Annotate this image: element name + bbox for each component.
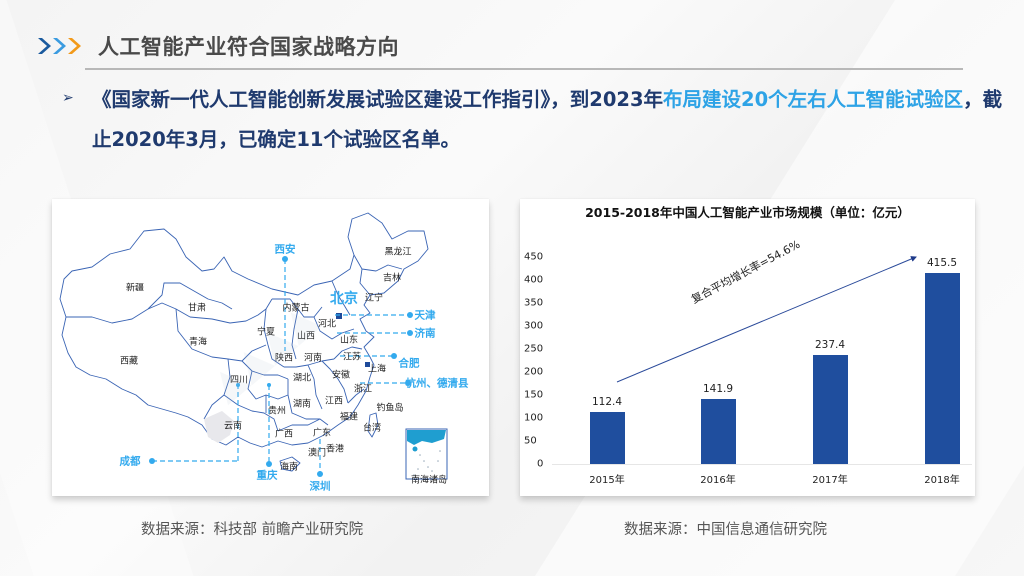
pilot-city-label: 成都 bbox=[119, 455, 141, 468]
province-label: 广西 bbox=[274, 429, 294, 440]
y-tick-label: 400 bbox=[524, 274, 544, 286]
bar-value-label: 237.4 bbox=[814, 338, 846, 351]
cagr-arrow bbox=[616, 256, 917, 383]
china-map-panel: 新疆西藏 青海 甘肃 内蒙古宁夏陕西 山西 河北 山东河南 江苏安徽 湖北 四川贵州 湖南 江西 浙江福… bbox=[52, 199, 489, 496]
y-tick-label: 450 bbox=[524, 251, 544, 263]
province-label: 甘肃 bbox=[187, 303, 207, 314]
x-tick-label: 2017年 bbox=[812, 475, 848, 486]
bar-2016年 bbox=[700, 398, 736, 464]
bar-2017年 bbox=[812, 354, 848, 464]
y-tick-label: 0 bbox=[537, 458, 544, 470]
pilot-city-label: 西安 bbox=[274, 243, 296, 256]
y-tick-label: 50 bbox=[524, 435, 537, 447]
province-label: 河北 bbox=[317, 319, 337, 330]
province-label: 海南 bbox=[279, 462, 299, 473]
y-tick-label: 250 bbox=[524, 343, 544, 355]
province-label: 四川 bbox=[229, 375, 249, 386]
pilot-city-label: 合肥 bbox=[398, 357, 420, 370]
province-label: 山西 bbox=[296, 331, 316, 342]
province-label: 陕西 bbox=[274, 353, 294, 364]
province-label: 内蒙古 bbox=[282, 303, 310, 314]
pilot-city-label: 天津 bbox=[414, 309, 436, 322]
chart-title: 2015-2018年中国人工智能产业市场规模（单位：亿元） bbox=[585, 205, 910, 220]
map-source-note: 数据来源：科技部 前瞻产业研究院 bbox=[141, 522, 364, 538]
x-tick-label: 2016年 bbox=[700, 475, 736, 486]
y-tick-label: 300 bbox=[524, 320, 544, 332]
page-header: 人工智能产业符合国家战略方向 bbox=[36, 28, 399, 64]
province-label: 广东 bbox=[312, 428, 332, 439]
x-tick-label: 2018年 bbox=[924, 475, 960, 486]
china-map-outline bbox=[59, 212, 448, 480]
bullet-arrow-icon: ➢ bbox=[62, 90, 74, 106]
market-size-chart-panel: 2015-2018年中国人工智能产业市场规模（单位：亿元） 0 50 100 150 2… bbox=[520, 199, 975, 496]
province-label: 浙江 bbox=[353, 384, 373, 395]
province-label: 贵州 bbox=[267, 406, 287, 417]
province-label: 江西 bbox=[324, 396, 344, 407]
y-tick-label: 100 bbox=[524, 412, 544, 424]
province-label: 湖南 bbox=[292, 399, 312, 410]
pilot-city-label: 重庆 bbox=[256, 469, 278, 482]
pilot-city-label: 北京 bbox=[330, 291, 358, 307]
bar-2018年 bbox=[924, 272, 960, 464]
province-label: 香港 bbox=[325, 444, 345, 455]
bar-value-label: 415.5 bbox=[926, 256, 958, 269]
province-label: 湖北 bbox=[292, 373, 312, 384]
province-label: 南海诸岛 bbox=[410, 475, 448, 486]
province-label: 福建 bbox=[339, 412, 359, 423]
province-label: 山东 bbox=[339, 335, 359, 346]
province-label: 台湾 bbox=[362, 423, 382, 434]
province-label: 西藏 bbox=[119, 356, 139, 367]
pilot-city-label: 济南 bbox=[414, 327, 436, 340]
bullet-text-segment: 《国家新一代人工智能创新发展试验区建设工作指引》，到2023年 bbox=[92, 88, 664, 111]
bar-value-label: 112.4 bbox=[591, 396, 623, 409]
x-axis-line bbox=[552, 464, 972, 465]
y-tick-label: 150 bbox=[524, 389, 544, 401]
province-label: 安徽 bbox=[331, 370, 351, 381]
bullet-text-segment: ，截止2020年3月，已确定11个试验区名单。 bbox=[92, 88, 1003, 151]
province-label: 黑龙江 bbox=[384, 247, 412, 258]
triple-chevron-right-icon bbox=[36, 36, 86, 56]
bullet-point: ➢ 《国家新一代人工智能创新发展试验区建设工作指引》，到2023年布局建设20个… bbox=[62, 80, 1012, 160]
title-divider bbox=[85, 68, 963, 70]
province-label: 青海 bbox=[188, 337, 208, 348]
pilot-city-label: 深圳 bbox=[309, 480, 331, 493]
province-label: 河南 bbox=[303, 353, 323, 364]
chart-source-note: 数据来源：中国信息通信研究院 bbox=[624, 522, 827, 538]
bar-value-label: 141.9 bbox=[702, 382, 734, 395]
province-label: 云南 bbox=[223, 421, 243, 432]
bullet-text-highlight: 布局建设20个左右人工智能试验区 bbox=[663, 88, 964, 111]
province-label: 澳门 bbox=[307, 448, 327, 459]
x-tick-label: 2015年 bbox=[589, 475, 625, 486]
pilot-city-label: 杭州、德清县 bbox=[405, 377, 469, 390]
y-tick-label: 200 bbox=[524, 366, 544, 378]
province-label: 上海 bbox=[367, 364, 387, 375]
page-title: 人工智能产业符合国家战略方向 bbox=[98, 35, 399, 59]
province-label: 新疆 bbox=[125, 283, 145, 294]
province-label: 吉林 bbox=[382, 273, 402, 284]
province-label: 辽宁 bbox=[364, 293, 384, 304]
province-label: 宁夏 bbox=[256, 327, 276, 338]
province-label: 钓鱼岛 bbox=[376, 403, 404, 414]
bar-2015年 bbox=[589, 412, 625, 464]
province-label: 江苏 bbox=[342, 352, 362, 363]
y-tick-label: 350 bbox=[524, 297, 544, 309]
bullet-text: 《国家新一代人工智能创新发展试验区建设工作指引》，到2023年布局建设20个左右… bbox=[92, 80, 1012, 160]
